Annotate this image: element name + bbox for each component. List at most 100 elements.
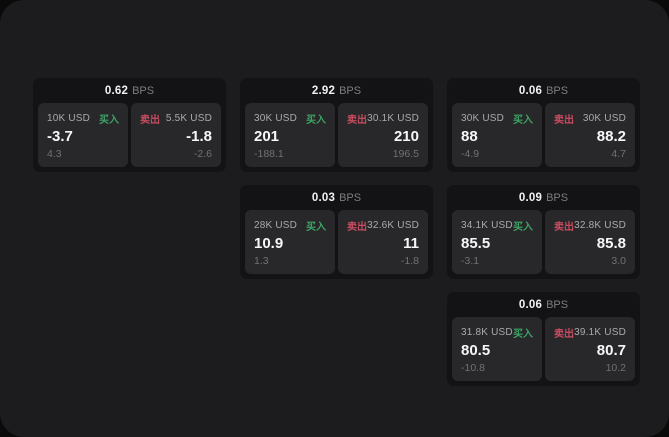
sell-price: 88.2 — [596, 127, 626, 145]
bps-value: 2.92 — [311, 84, 336, 97]
bps-value: 0.06 — [518, 298, 543, 311]
buy-quote-panel[interactable]: 34.1K USD 买入 85.5 -3.1 — [452, 210, 542, 274]
buy-quote-panel[interactable]: 30K USD 买入 201 -188.1 — [245, 103, 335, 167]
buy-quote-panel[interactable]: 10K USD 买入 -3.7 4.3 — [38, 103, 128, 167]
buy-sub-value: -3.1 — [461, 255, 480, 267]
buy-sub-value: 1.3 — [254, 255, 269, 267]
bps-unit-label: BPS — [132, 84, 155, 97]
bps-header: 0.06 BPS — [447, 78, 640, 103]
bps-header: 0.09 BPS — [447, 185, 640, 210]
quote-panels: 30K USD 买入 201 -188.1 卖出 30.1K USD 210 1… — [240, 103, 433, 172]
sell-price: 210 — [393, 127, 419, 145]
sell-amount: 5.5K USD — [165, 113, 212, 124]
sell-side-label: 卖出 — [554, 115, 574, 126]
bps-unit-label: BPS — [339, 84, 362, 97]
sell-quote-panel[interactable]: 卖出 5.5K USD -1.8 -2.6 — [131, 103, 221, 167]
buy-sub-value: 4.3 — [47, 148, 62, 160]
buy-sub-value: -188.1 — [254, 148, 284, 160]
sell-panel-top-row: 卖出 5.5K USD — [140, 111, 212, 126]
sell-side-label: 卖出 — [347, 222, 367, 233]
buy-side-label: 买入 — [513, 222, 533, 233]
buy-side-label: 买入 — [306, 222, 326, 233]
sell-quote-panel[interactable]: 卖出 39.1K USD 80.7 10.2 — [545, 317, 635, 381]
sell-sub-value: -1.8 — [400, 255, 419, 267]
quote-card-grid: 0.62 BPS 10K USD 买入 -3.7 4.3 卖出 5.5K USD — [33, 78, 640, 386]
bps-value: 0.09 — [518, 191, 543, 204]
bps-unit-label: BPS — [546, 84, 569, 97]
buy-sub-value: -4.9 — [461, 148, 480, 160]
sell-sub-value: -2.6 — [193, 148, 212, 160]
bps-value: 0.06 — [518, 84, 543, 97]
bps-unit-label: BPS — [546, 298, 569, 311]
bps-value: 0.03 — [311, 191, 336, 204]
sell-price: 85.8 — [596, 234, 626, 252]
buy-panel-top-row: 31.8K USD 买入 — [461, 325, 533, 340]
buy-amount: 10K USD — [47, 113, 91, 124]
buy-panel-top-row: 30K USD 买入 — [461, 111, 533, 126]
quote-card-3: 0.06 BPS 30K USD 买入 88 -4.9 卖出 30K USD — [447, 78, 640, 172]
buy-amount: 31.8K USD — [461, 327, 513, 338]
sell-price: 11 — [403, 234, 419, 252]
buy-price: 80.5 — [461, 341, 491, 359]
buy-amount: 30K USD — [461, 113, 505, 124]
sell-quote-panel[interactable]: 卖出 30K USD 88.2 4.7 — [545, 103, 635, 167]
sell-sub-value: 196.5 — [392, 148, 419, 160]
sell-panel-top-row: 卖出 30.1K USD — [347, 111, 419, 126]
sell-side-label: 卖出 — [140, 115, 160, 126]
buy-panel-top-row: 34.1K USD 买入 — [461, 218, 533, 233]
sell-amount: 30.1K USD — [367, 113, 419, 124]
quote-card-6: 0.06 BPS 31.8K USD 买入 80.5 -10.8 卖出 39.1… — [447, 292, 640, 386]
buy-amount: 30K USD — [254, 113, 298, 124]
buy-price: 85.5 — [461, 234, 491, 252]
quote-panels: 28K USD 买入 10.9 1.3 卖出 32.6K USD 11 -1.8 — [240, 210, 433, 279]
sell-amount: 30K USD — [582, 113, 626, 124]
quote-panels: 34.1K USD 买入 85.5 -3.1 卖出 32.8K USD 85.8… — [447, 210, 640, 279]
quote-panels: 30K USD 买入 88 -4.9 卖出 30K USD 88.2 4.7 — [447, 103, 640, 172]
buy-side-label: 买入 — [306, 115, 326, 126]
buy-price: 201 — [254, 127, 280, 145]
sell-amount: 32.8K USD — [574, 220, 626, 231]
buy-panel-top-row: 28K USD 买入 — [254, 218, 326, 233]
bps-header: 0.62 BPS — [33, 78, 226, 103]
buy-price: 10.9 — [254, 234, 284, 252]
buy-quote-panel[interactable]: 30K USD 买入 88 -4.9 — [452, 103, 542, 167]
sell-side-label: 卖出 — [347, 115, 367, 126]
sell-amount: 32.6K USD — [367, 220, 419, 231]
quote-card-5: 0.09 BPS 34.1K USD 买入 85.5 -3.1 卖出 32.8K… — [447, 185, 640, 279]
quote-panels: 10K USD 买入 -3.7 4.3 卖出 5.5K USD -1.8 -2.… — [33, 103, 226, 172]
buy-quote-panel[interactable]: 31.8K USD 买入 80.5 -10.8 — [452, 317, 542, 381]
bps-unit-label: BPS — [546, 191, 569, 204]
bps-header: 2.92 BPS — [240, 78, 433, 103]
buy-amount: 28K USD — [254, 220, 298, 231]
bps-value: 0.62 — [104, 84, 129, 97]
quote-card-1: 0.62 BPS 10K USD 买入 -3.7 4.3 卖出 5.5K USD — [33, 78, 226, 172]
sell-price: 80.7 — [596, 341, 626, 359]
sell-side-label: 卖出 — [554, 329, 574, 340]
quote-panels: 31.8K USD 买入 80.5 -10.8 卖出 39.1K USD 80.… — [447, 317, 640, 386]
buy-sub-value: -10.8 — [461, 362, 485, 374]
buy-side-label: 买入 — [99, 115, 119, 126]
sell-sub-value: 10.2 — [605, 362, 626, 374]
buy-panel-top-row: 30K USD 买入 — [254, 111, 326, 126]
sell-amount: 39.1K USD — [574, 327, 626, 338]
sell-panel-top-row: 卖出 32.6K USD — [347, 218, 419, 233]
bps-unit-label: BPS — [339, 191, 362, 204]
sell-panel-top-row: 卖出 32.8K USD — [554, 218, 626, 233]
sell-quote-panel[interactable]: 卖出 30.1K USD 210 196.5 — [338, 103, 428, 167]
bps-header: 0.06 BPS — [447, 292, 640, 317]
bps-header: 0.03 BPS — [240, 185, 433, 210]
sell-panel-top-row: 卖出 30K USD — [554, 111, 626, 126]
sell-quote-panel[interactable]: 卖出 32.8K USD 85.8 3.0 — [545, 210, 635, 274]
sell-side-label: 卖出 — [554, 222, 574, 233]
buy-price: 88 — [461, 127, 478, 145]
buy-quote-panel[interactable]: 28K USD 买入 10.9 1.3 — [245, 210, 335, 274]
buy-price: -3.7 — [47, 127, 73, 145]
buy-side-label: 买入 — [513, 115, 533, 126]
sell-sub-value: 4.7 — [611, 148, 626, 160]
sell-quote-panel[interactable]: 卖出 32.6K USD 11 -1.8 — [338, 210, 428, 274]
buy-amount: 34.1K USD — [461, 220, 513, 231]
buy-panel-top-row: 10K USD 买入 — [47, 111, 119, 126]
quote-card-4: 0.03 BPS 28K USD 买入 10.9 1.3 卖出 32.6K US… — [240, 185, 433, 279]
buy-side-label: 买入 — [513, 329, 533, 340]
